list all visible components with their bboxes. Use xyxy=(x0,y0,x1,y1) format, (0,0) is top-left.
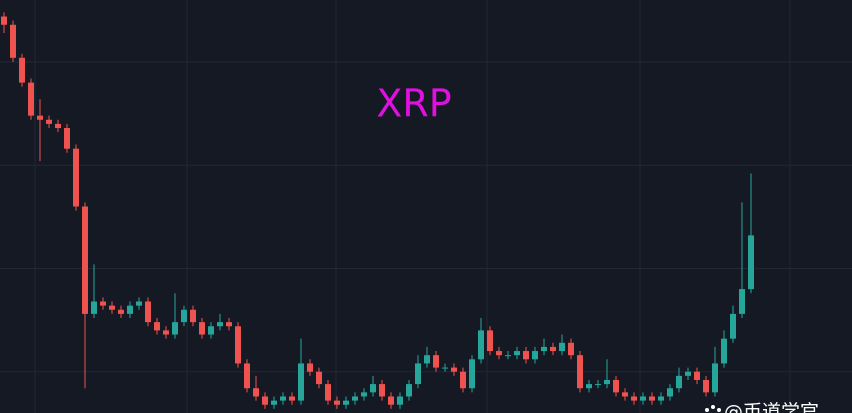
candle-body xyxy=(397,396,403,405)
candle-body xyxy=(712,363,718,393)
candle-body xyxy=(478,330,484,360)
icon-dot xyxy=(717,408,721,412)
candle-body xyxy=(10,24,16,58)
candle-body xyxy=(721,338,727,364)
candle-body xyxy=(649,396,655,401)
candle-body xyxy=(388,396,394,405)
candle-body xyxy=(262,396,268,405)
candle-body xyxy=(208,326,214,335)
candle-body xyxy=(577,355,583,389)
candle-body xyxy=(406,384,412,397)
candle-body xyxy=(550,346,556,352)
candle-body xyxy=(460,371,466,389)
candle-body xyxy=(730,313,736,339)
candle-body xyxy=(631,396,637,401)
candle-body xyxy=(199,322,205,335)
candle-body xyxy=(568,342,574,356)
candle-body xyxy=(559,342,565,352)
candle-body xyxy=(451,367,457,372)
candle-body xyxy=(172,322,178,335)
candle-body xyxy=(145,301,151,323)
candle-body xyxy=(613,379,619,393)
candle-body xyxy=(118,309,124,314)
chart-title: XRP xyxy=(376,82,451,126)
candle-body xyxy=(298,363,304,401)
candle-body xyxy=(505,355,511,357)
candles xyxy=(1,12,754,409)
candle-body xyxy=(190,309,196,323)
candle-body xyxy=(235,326,241,364)
candle-body xyxy=(415,363,421,385)
candle-body xyxy=(127,305,133,314)
candle-body xyxy=(244,363,250,389)
candle-body xyxy=(136,301,142,306)
candle-body xyxy=(496,351,502,356)
watermark-icon xyxy=(705,405,721,412)
candle-body xyxy=(37,115,43,120)
candle-body xyxy=(73,148,79,207)
candle-body xyxy=(658,396,664,401)
candle-body xyxy=(109,305,115,310)
candle-body xyxy=(487,330,493,352)
candle-body xyxy=(532,351,538,360)
icon-dot xyxy=(705,408,709,412)
candle-body xyxy=(307,363,313,372)
candle-body xyxy=(622,392,628,397)
candle-body xyxy=(325,384,331,401)
candle-body xyxy=(352,396,358,401)
candle-body xyxy=(685,371,691,376)
candle-body xyxy=(289,396,295,401)
candle-body xyxy=(82,206,88,314)
candle-body xyxy=(424,355,430,364)
candle-body xyxy=(154,322,160,331)
candle-body xyxy=(442,367,448,369)
candle-body xyxy=(433,355,439,368)
candle-body xyxy=(640,396,646,401)
candle-body xyxy=(703,379,709,393)
candle-body xyxy=(748,235,754,290)
candle-body xyxy=(1,16,7,25)
candle-body xyxy=(514,351,520,356)
candle-body xyxy=(667,388,673,397)
candle-body xyxy=(343,400,349,405)
candle-body xyxy=(271,400,277,405)
candle-body xyxy=(226,322,232,327)
candle-body xyxy=(334,400,340,405)
candle-body xyxy=(676,375,682,389)
candle-body xyxy=(604,379,610,385)
candle-body xyxy=(739,289,745,314)
candle-body xyxy=(253,388,259,397)
candle-body xyxy=(316,371,322,385)
candle-body xyxy=(370,384,376,393)
candle-body xyxy=(541,346,547,352)
candle-body xyxy=(217,322,223,327)
candle-body xyxy=(181,309,187,323)
candle-body xyxy=(595,384,601,386)
candle-body xyxy=(64,128,70,149)
candle-body xyxy=(280,396,286,401)
candle-body xyxy=(469,359,475,389)
candle-body xyxy=(46,119,52,124)
candle-body xyxy=(100,301,106,306)
candle-body xyxy=(55,123,61,129)
candle-body xyxy=(361,392,367,397)
candle-body xyxy=(163,330,169,335)
candle-body xyxy=(586,384,592,389)
candle-body xyxy=(523,351,529,360)
candle-body xyxy=(28,82,34,116)
candle-body xyxy=(379,384,385,397)
candle-body xyxy=(694,371,700,380)
icon-dot xyxy=(711,405,715,409)
watermark: @币道学官 xyxy=(724,401,819,413)
candle-body xyxy=(19,57,25,83)
candle-body xyxy=(91,301,97,314)
